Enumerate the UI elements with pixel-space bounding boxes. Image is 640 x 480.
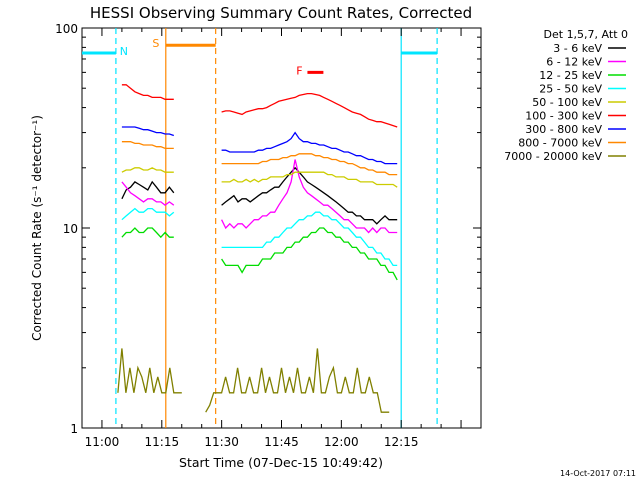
y-tick-label: 10: [63, 222, 78, 236]
legend-title: Det 1,5,7, Att 0: [544, 28, 628, 41]
legend-entry-label: 3 - 6 keV: [553, 42, 602, 55]
series-line: [121, 180, 175, 200]
series-line: [221, 171, 398, 188]
legend-entry-label: 12 - 25 keV: [539, 69, 602, 82]
series-line: [121, 207, 175, 221]
chart-title: HESSI Observing Summary Count Rates, Cor…: [90, 4, 472, 22]
series-line: [221, 159, 398, 234]
series-line: [121, 181, 175, 207]
series-line: [121, 227, 174, 239]
y-axis-label: Corrected Count Rate (s⁻¹ detector⁻¹): [30, 115, 44, 341]
series-line: [221, 153, 398, 176]
series-line: [221, 92, 398, 128]
series-line: [117, 348, 182, 394]
series-line: [221, 227, 398, 281]
legend-entry-label: 800 - 7000 keV: [518, 137, 602, 150]
x-tick-label: 11:15: [145, 435, 180, 449]
legend-entry-label: 25 - 50 keV: [539, 83, 602, 96]
flags-layer: N S F: [82, 28, 438, 428]
series-line: [221, 131, 398, 165]
axes-layer: 1 10 100 11:00 11:15 11:30 11:45 12:00 12:15: [55, 22, 482, 449]
x-tick-label: 12:00: [324, 435, 359, 449]
series-line: [121, 126, 175, 137]
series-line: [221, 166, 398, 225]
legend-entry-label: 300 - 800 keV: [525, 123, 602, 136]
x-tick-label: 12:15: [384, 435, 419, 449]
x-tick-label: 11:00: [85, 435, 120, 449]
series-line: [121, 141, 174, 150]
x-axis-label: Start Time (07-Dec-15 10:49:42): [179, 455, 383, 470]
x-tick-label: 11:30: [204, 435, 239, 449]
series-layer: [117, 84, 398, 413]
x-tick-label: 11:45: [264, 435, 299, 449]
y-tick-label: 1: [70, 422, 78, 436]
series-line: [205, 348, 390, 413]
footer-timestamp: 14-Oct-2017 07:11: [560, 469, 636, 478]
flag-label: F: [296, 64, 302, 77]
series-line: [221, 211, 398, 267]
legend-entry-label: 7000 - 20000 keV: [504, 150, 602, 163]
legend-entry-label: 100 - 300 keV: [525, 110, 602, 123]
series-line: [121, 167, 174, 173]
y-tick-label: 100: [55, 22, 78, 36]
series-line: [121, 84, 174, 100]
flag-label: N: [120, 45, 128, 58]
flag-label: S: [152, 37, 159, 50]
legend-entry-label: 6 - 12 keV: [546, 56, 602, 69]
legend-entry-label: 50 - 100 keV: [532, 96, 602, 109]
